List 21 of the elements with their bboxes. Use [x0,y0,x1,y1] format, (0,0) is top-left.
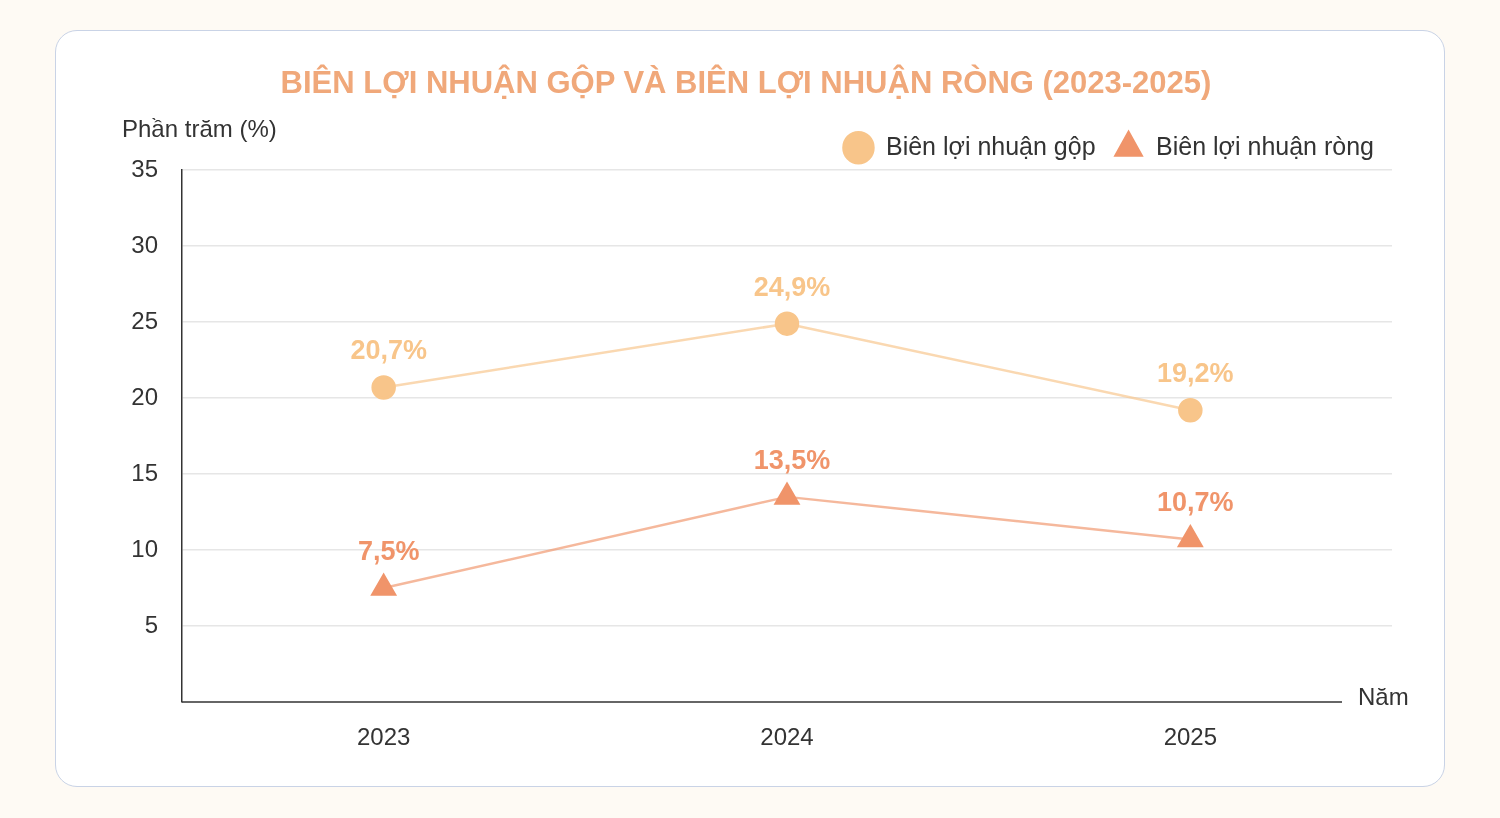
legend-label: Biên lợi nhuận ròng [1156,131,1375,160]
y-tick-label: 35 [131,154,158,182]
chart-title: BIÊN LỢI NHUẬN GỘP VÀ BIÊN LỢI NHUẬN RÒNG (2023-2025) [280,64,1212,101]
y-tick-label: 5 [144,610,158,638]
x-tick-label: 2025 [1163,723,1218,751]
data-label: 20,7% [350,335,427,366]
data-label: 24,9% [753,271,831,302]
y-tick-label: 15 [131,458,158,486]
x-axis-title: Năm [1358,682,1409,710]
data-label: 10,7% [1157,487,1234,518]
y-tick-label: 20 [131,382,158,410]
data-label: 19,2% [1157,358,1234,389]
y-axis-title: Phần trăm (%) [122,114,277,142]
legend-label: Biên lợi nhuận gộp [885,131,1096,160]
data-label: 13,5% [753,444,831,475]
y-tick-label: 10 [131,534,158,562]
data-label: 7,5% [357,536,420,566]
y-tick-label: 30 [131,230,158,258]
x-tick-label: 2023 [356,723,411,751]
x-tick-label: 2024 [760,723,814,751]
y-tick-label: 25 [131,306,158,334]
